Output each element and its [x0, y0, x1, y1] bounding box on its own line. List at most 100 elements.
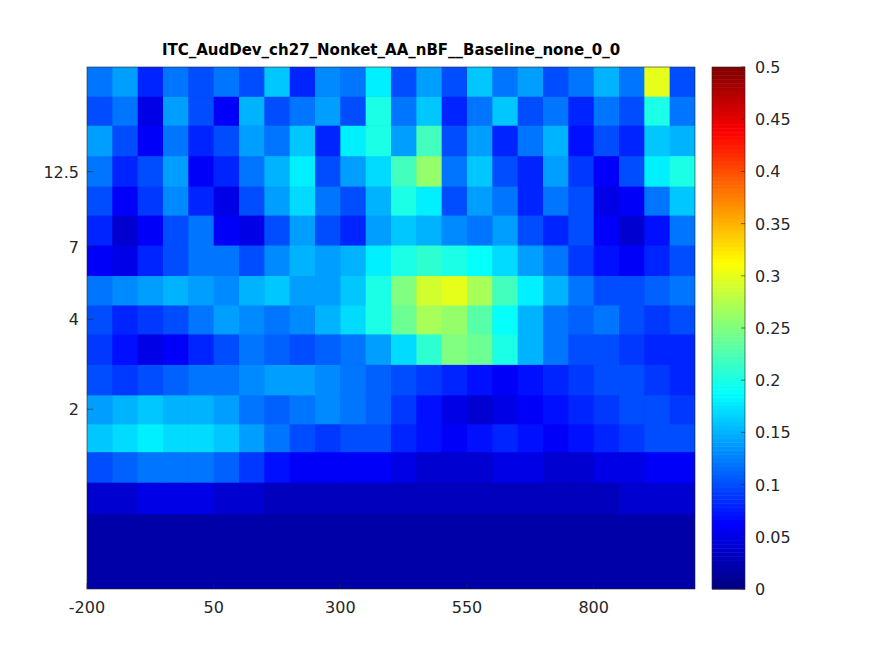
cell	[543, 305, 569, 335]
cell	[568, 395, 594, 425]
cell	[442, 125, 468, 156]
cell	[568, 215, 594, 246]
colorbar-strip	[712, 524, 745, 529]
cell	[492, 125, 518, 156]
cell	[644, 334, 670, 365]
cell	[188, 424, 214, 453]
x-tick-label: 550	[452, 598, 483, 617]
cell	[163, 514, 189, 548]
colorbar-tick-label: 0.3	[755, 267, 780, 286]
cell	[290, 334, 316, 365]
cell	[619, 514, 645, 548]
cell	[239, 514, 265, 548]
colorbar-strip	[712, 161, 745, 166]
cell	[543, 96, 569, 126]
cell	[442, 395, 468, 425]
y-tick-label: 4	[69, 310, 79, 329]
colorbar-strip	[712, 79, 745, 84]
cell	[391, 334, 417, 365]
colorbar-strip	[712, 479, 745, 484]
cell	[619, 395, 645, 425]
colorbar-strip	[712, 124, 745, 129]
cell	[163, 215, 189, 246]
cell	[568, 125, 594, 156]
cell	[239, 395, 265, 425]
cell	[442, 334, 468, 365]
cell	[416, 364, 442, 395]
cell	[290, 395, 316, 425]
cell	[214, 156, 240, 187]
colorbar-strip	[712, 75, 745, 80]
cell	[391, 125, 417, 156]
cell	[644, 156, 670, 187]
y-tick	[87, 409, 93, 410]
cell	[670, 514, 695, 548]
colorbar-strip	[712, 573, 745, 578]
cell	[543, 424, 569, 453]
cell	[214, 96, 240, 126]
cell	[366, 186, 392, 216]
cell	[163, 275, 189, 305]
cell	[239, 156, 265, 187]
cell	[264, 482, 290, 514]
cell	[492, 452, 518, 483]
cell	[568, 67, 594, 97]
cell	[518, 96, 544, 126]
cell	[492, 186, 518, 216]
cell	[87, 514, 113, 548]
cell	[112, 547, 138, 589]
cell	[492, 334, 518, 365]
colorbar-strip	[712, 304, 745, 309]
cell	[467, 156, 493, 187]
colorbar-strip	[712, 140, 745, 145]
cell	[366, 364, 392, 395]
cell	[644, 67, 670, 97]
colorbar-strip	[712, 100, 745, 105]
cell	[239, 215, 265, 246]
colorbar-strip	[712, 471, 745, 476]
cell	[290, 125, 316, 156]
cell	[163, 245, 189, 276]
colorbar-strip	[712, 385, 745, 390]
cell	[568, 245, 594, 276]
cell	[594, 305, 620, 335]
cell	[644, 96, 670, 126]
cell	[366, 547, 392, 589]
colorbar-strip	[712, 198, 745, 203]
cell	[315, 275, 341, 305]
y-tick-label: 7	[69, 238, 79, 257]
y-tick-label: 12.5	[43, 163, 79, 182]
cell	[670, 156, 695, 187]
cell	[112, 424, 138, 453]
colorbar-tick-label: 0.35	[755, 215, 791, 234]
cell	[290, 215, 316, 246]
cell	[112, 245, 138, 276]
colorbar-strip	[712, 255, 745, 260]
cell	[112, 364, 138, 395]
cell	[492, 305, 518, 335]
cell	[264, 514, 290, 548]
cell	[442, 482, 468, 514]
cell	[543, 67, 569, 97]
cell	[619, 305, 645, 335]
colorbar-strip	[712, 149, 745, 154]
cell	[391, 547, 417, 589]
colorbar-strip	[712, 459, 745, 464]
cell	[239, 482, 265, 514]
cell	[467, 452, 493, 483]
colorbar-strip	[712, 536, 745, 541]
cell	[568, 156, 594, 187]
cell	[442, 424, 468, 453]
colorbar-strip	[712, 548, 745, 553]
colorbar-strip	[712, 397, 745, 402]
x-tick	[87, 583, 88, 589]
cell	[442, 275, 468, 305]
cell	[594, 275, 620, 305]
colorbar-strip	[712, 312, 745, 317]
cell	[619, 215, 645, 246]
colorbar-strip	[712, 120, 745, 125]
cell	[543, 186, 569, 216]
cell	[214, 547, 240, 589]
x-tick-label: 800	[578, 598, 609, 617]
cell	[112, 305, 138, 335]
